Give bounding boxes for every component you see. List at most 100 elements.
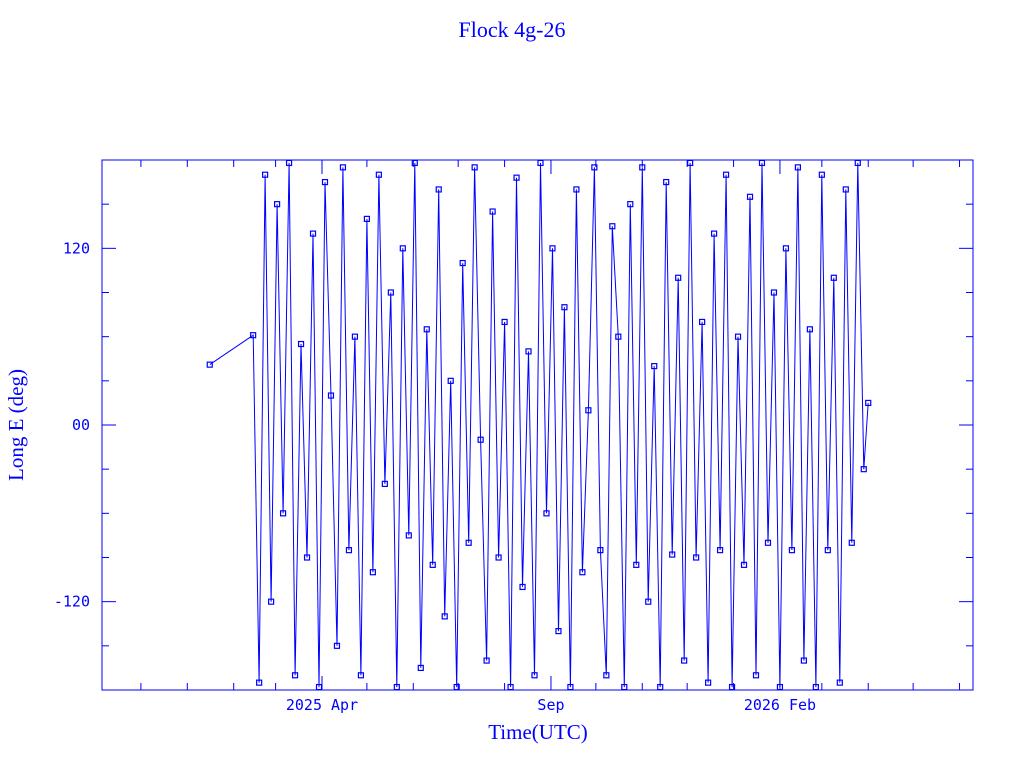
data-point xyxy=(561,304,568,311)
data-point xyxy=(268,598,275,605)
data-point xyxy=(411,159,418,167)
data-point xyxy=(399,245,406,252)
data-point xyxy=(483,657,490,664)
y-tick-label: 120 xyxy=(63,239,90,257)
data-point xyxy=(681,657,688,664)
data-point xyxy=(669,551,676,558)
data-point xyxy=(339,164,347,171)
data-point xyxy=(812,683,819,691)
data-point xyxy=(555,628,562,635)
data-point xyxy=(285,159,293,167)
data-point xyxy=(525,348,532,355)
data-point xyxy=(381,480,388,487)
data-point xyxy=(543,510,550,517)
data-point xyxy=(687,159,694,167)
data-point xyxy=(836,679,843,686)
data-point xyxy=(794,164,802,171)
data-point xyxy=(537,159,544,167)
data-point xyxy=(567,683,574,691)
data-point xyxy=(860,466,867,473)
data-point xyxy=(531,672,538,679)
data-point xyxy=(351,333,359,340)
data-point xyxy=(441,613,448,620)
data-point xyxy=(675,274,682,281)
data-point xyxy=(657,683,664,691)
data-point xyxy=(471,164,478,171)
data-point xyxy=(495,554,502,561)
data-point xyxy=(513,174,520,181)
data-point xyxy=(327,392,335,399)
data-point xyxy=(206,361,213,368)
x-tick-label: Sep xyxy=(537,696,564,714)
data-point xyxy=(633,561,640,568)
data-point xyxy=(417,664,424,672)
data-point xyxy=(740,561,748,568)
data-point xyxy=(806,326,813,333)
data-point xyxy=(693,554,700,561)
data-point xyxy=(321,178,329,186)
data-point xyxy=(597,547,604,554)
y-tick-label: 00 xyxy=(72,416,90,434)
data-point xyxy=(303,554,311,561)
data-point xyxy=(842,186,849,193)
data-point xyxy=(262,171,269,178)
data-point xyxy=(865,399,872,407)
data-point xyxy=(423,326,430,333)
data-point xyxy=(429,561,436,568)
data-point xyxy=(603,672,610,679)
data-point xyxy=(848,539,855,546)
data-point xyxy=(477,436,484,443)
data-point xyxy=(519,583,526,591)
data-point xyxy=(788,547,796,554)
data-point xyxy=(645,598,652,605)
data-point xyxy=(309,230,317,237)
data-point xyxy=(699,318,706,326)
data-point xyxy=(435,186,442,193)
data-point xyxy=(345,547,353,554)
data-point xyxy=(279,510,287,517)
data-point xyxy=(465,539,472,546)
data-point xyxy=(387,289,394,296)
series-line xyxy=(209,162,869,688)
data-point xyxy=(818,171,825,178)
data-point xyxy=(549,245,556,252)
data-point xyxy=(273,201,281,208)
data-point xyxy=(776,683,784,691)
data-point xyxy=(579,569,586,576)
y-tick-label: -120 xyxy=(54,593,90,611)
data-point xyxy=(609,223,616,230)
data-point xyxy=(459,259,466,267)
data-point xyxy=(393,683,400,691)
x-tick-label: 2026 Feb xyxy=(744,696,816,714)
plot-area xyxy=(206,159,872,691)
data-point xyxy=(734,333,742,340)
data-point xyxy=(256,679,263,686)
data-point xyxy=(705,679,712,686)
x-axis-label: Time(UTC) xyxy=(488,720,588,744)
data-point xyxy=(453,683,460,691)
data-point xyxy=(489,208,496,215)
data-point xyxy=(585,407,592,414)
data-point xyxy=(501,318,508,326)
data-point xyxy=(651,363,658,370)
data-point xyxy=(663,178,670,186)
data-point xyxy=(369,569,376,576)
data-point xyxy=(591,164,598,171)
data-point xyxy=(627,201,634,208)
data-point xyxy=(728,683,736,691)
x-tick-label: 2025 Apr xyxy=(286,696,358,714)
data-point xyxy=(405,532,412,539)
data-point xyxy=(363,215,370,222)
data-point xyxy=(315,683,323,691)
data-point xyxy=(639,164,646,171)
data-point xyxy=(770,289,778,296)
data-point xyxy=(854,159,861,167)
data-point xyxy=(830,274,837,281)
y-axis-label: Long E (deg) xyxy=(4,369,28,481)
data-point xyxy=(507,683,514,691)
data-point xyxy=(375,171,382,178)
data-point xyxy=(621,683,628,691)
data-point xyxy=(716,547,724,554)
data-point xyxy=(722,171,730,178)
data-point xyxy=(824,547,831,554)
